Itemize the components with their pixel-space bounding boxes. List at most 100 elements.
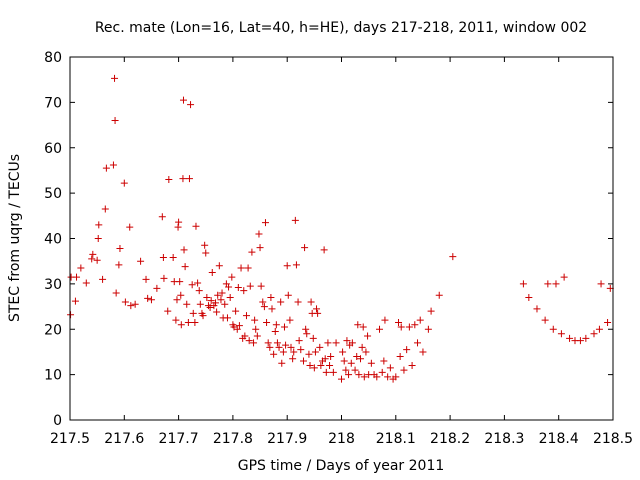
data-point: [89, 250, 97, 258]
x-tick-label: 218.3: [484, 431, 524, 447]
data-point: [533, 305, 541, 313]
data-point: [294, 298, 302, 306]
data-point: [159, 254, 167, 262]
data-point: [228, 273, 236, 281]
data-point: [582, 334, 590, 342]
data-point: [396, 352, 404, 360]
data-point: [126, 223, 134, 231]
data-point: [266, 343, 274, 351]
data-point: [332, 339, 340, 347]
data-point: [424, 325, 432, 333]
data-point: [284, 291, 292, 299]
y-tick-label: 0: [53, 413, 62, 429]
data-point: [259, 298, 267, 306]
data-point: [576, 337, 584, 345]
data-point: [268, 305, 276, 313]
data-point: [237, 264, 245, 272]
data-point: [160, 274, 168, 282]
data-point: [116, 244, 124, 252]
data-point: [362, 348, 370, 356]
data-point: [131, 300, 139, 308]
data-point: [273, 339, 281, 347]
data-point: [115, 261, 123, 269]
data-point: [109, 161, 117, 169]
data-point: [187, 101, 195, 109]
y-tick-label: 10: [44, 368, 62, 384]
data-point: [378, 368, 386, 376]
data-point: [271, 328, 279, 336]
data-point: [316, 343, 324, 351]
data-point: [277, 298, 285, 306]
data-point: [137, 257, 145, 265]
data-point: [405, 323, 413, 331]
data-point: [301, 244, 309, 252]
data-point: [604, 318, 612, 326]
data-point: [299, 357, 307, 365]
data-point: [181, 263, 189, 271]
data-point: [544, 280, 552, 288]
data-point: [242, 312, 250, 320]
data-point: [213, 308, 221, 316]
data-point: [272, 321, 280, 329]
data-point: [253, 332, 261, 340]
y-axis-label: STEC from uqrg / TECUs: [7, 154, 23, 322]
data-point: [309, 334, 317, 342]
chart-title: Rec. mate (Lon=16, Lat=40, h=HE), days 2…: [95, 20, 587, 36]
data-point: [191, 318, 199, 326]
data-point: [102, 164, 110, 172]
data-point: [292, 261, 300, 269]
data-point: [302, 325, 310, 333]
data-point: [353, 352, 361, 360]
data-point: [73, 273, 81, 281]
data-point: [218, 289, 226, 297]
x-tick-label: 218.1: [376, 431, 416, 447]
data-point: [314, 309, 322, 317]
data-point: [303, 330, 311, 338]
data-point: [326, 362, 334, 370]
data-point: [173, 296, 181, 304]
data-point: [320, 246, 328, 254]
data-point: [93, 256, 101, 264]
data-point: [111, 117, 119, 125]
data-point: [317, 362, 325, 370]
y-axis-ticks: 0 10 20 30 40 50 60 70 80: [44, 50, 613, 429]
data-point: [347, 359, 355, 367]
data-point: [345, 371, 353, 379]
data-point: [194, 279, 202, 287]
data-point: [279, 348, 287, 356]
data-point: [226, 293, 234, 301]
x-tick-label: 218.5: [593, 431, 633, 447]
data-point: [188, 281, 196, 289]
data-point: [403, 346, 411, 354]
data-point: [223, 314, 231, 322]
data-point: [256, 244, 264, 252]
data-point: [250, 339, 258, 347]
x-tick-label: 218.4: [539, 431, 579, 447]
data-point: [560, 273, 568, 281]
data-point: [201, 241, 209, 249]
data-point: [179, 175, 187, 183]
data-point: [199, 312, 207, 320]
data-point: [339, 348, 347, 356]
data-point: [169, 254, 177, 262]
data-point: [289, 355, 297, 363]
y-tick-label: 70: [44, 95, 62, 111]
data-point: [355, 371, 363, 379]
data-point: [95, 221, 103, 229]
data-point: [354, 321, 362, 329]
data-point: [295, 337, 303, 345]
data-point: [311, 348, 319, 356]
data-point: [264, 339, 272, 347]
data-point: [177, 291, 185, 299]
data-point: [257, 282, 265, 290]
data-point: [275, 343, 283, 351]
data-point: [384, 373, 392, 381]
data-point: [386, 364, 394, 372]
data-point: [381, 316, 389, 324]
data-point: [427, 307, 435, 315]
data-point: [175, 218, 183, 226]
data-point: [359, 323, 367, 331]
data-point: [290, 348, 298, 356]
x-axis-label: GPS time / Days of year 2011: [238, 458, 445, 474]
